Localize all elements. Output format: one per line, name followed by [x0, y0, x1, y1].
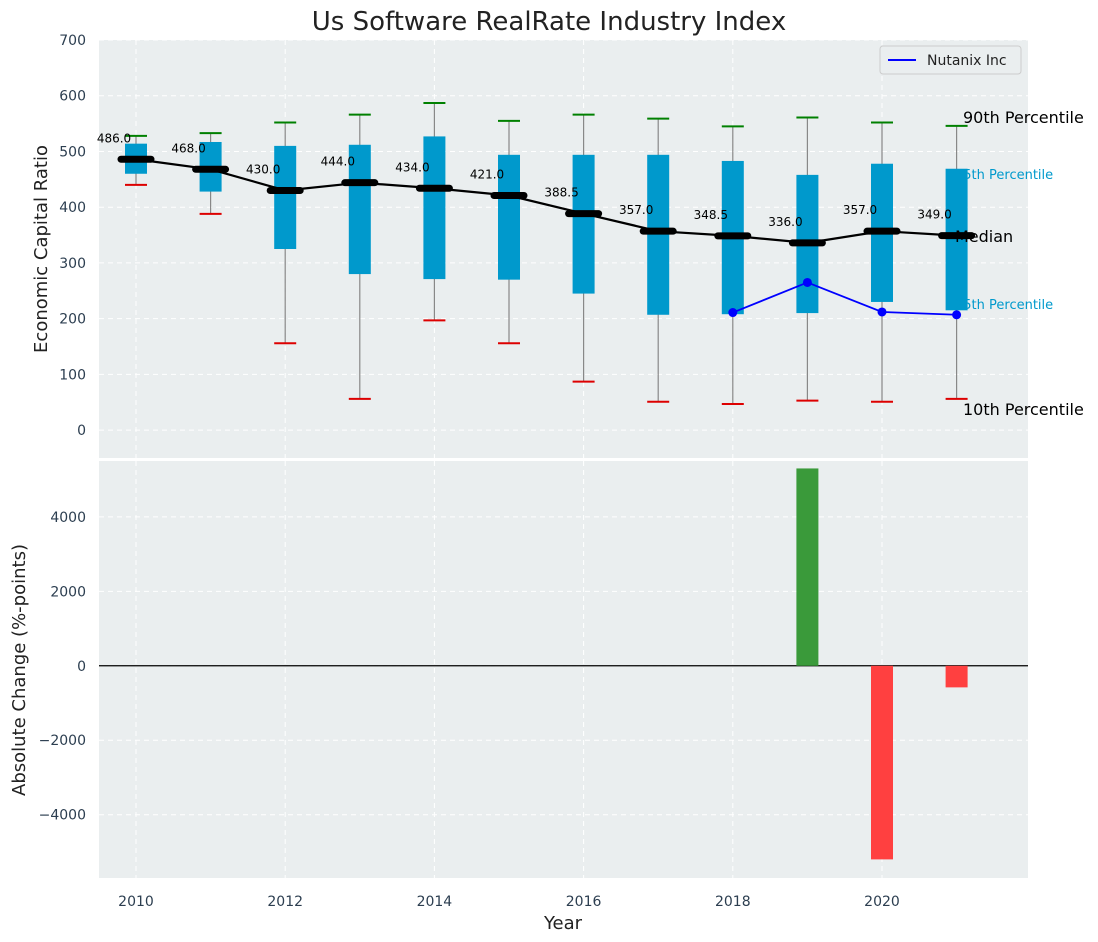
x-tick-label: 2010	[118, 894, 154, 910]
change-bar	[871, 665, 893, 860]
annotation-p25: 25th Percentile	[955, 298, 1053, 313]
nutanix-point	[877, 307, 887, 317]
iqr-box	[647, 154, 670, 315]
iqr-box	[945, 168, 968, 311]
bottom-y-tick-label: 2000	[50, 584, 86, 600]
nutanix-line	[732, 281, 957, 316]
bottom-y-tick-label: −2000	[39, 733, 86, 749]
top-y-tick-label: 0	[77, 423, 86, 439]
top-y-axis-label: Economic Capital Ratio	[31, 145, 52, 353]
top-y-tick-label: 200	[59, 312, 86, 328]
median-value-label: 348.5	[694, 208, 728, 222]
legend-label-nutanix: Nutanix Inc	[927, 53, 1007, 69]
median-value-label: 357.0	[619, 203, 653, 217]
median-value-label: 444.0	[321, 155, 355, 169]
bottom-y-tick-label: −4000	[39, 808, 86, 824]
top-y-ticks: 0 100 200 300 400 500 600 700	[59, 33, 86, 439]
top-y-tick-label: 600	[59, 89, 86, 105]
annotation-p90: 90th Percentile	[963, 108, 1084, 127]
iqr-box	[572, 154, 595, 294]
median-value-label: 486.0	[97, 131, 131, 145]
top-y-tick-label: 500	[59, 144, 86, 160]
change-bar	[945, 665, 968, 688]
x-tick-label: 2014	[417, 894, 453, 910]
iqr-box	[423, 136, 446, 280]
iqr-box	[274, 145, 297, 249]
annotation-p10: 10th Percentile	[963, 400, 1084, 419]
median-value-label: 468.0	[171, 141, 205, 155]
bottom-y-tick-label: 0	[77, 659, 86, 675]
nutanix-point	[802, 277, 812, 287]
median-value-label: 336.0	[768, 215, 802, 229]
bottom-y-tick-label: 4000	[50, 510, 86, 526]
x-tick-label: 2016	[566, 894, 602, 910]
top-boxes	[125, 101, 968, 405]
iqr-box	[348, 144, 371, 275]
median-value-label: 388.5	[544, 186, 578, 200]
annotation-p75: 75th Percentile	[955, 168, 1053, 183]
x-tick-label: 2018	[715, 894, 751, 910]
x-axis-label: Year	[543, 913, 583, 934]
median-line-group: 486.0 468.0 430.0 444.0 434.0 421.0 388.5 357.0…	[97, 131, 976, 247]
legend: Nutanix Inc	[879, 45, 1022, 75]
top-y-tick-label: 100	[59, 367, 86, 383]
median-value-label: 421.0	[470, 167, 504, 181]
nutanix-point	[952, 310, 962, 320]
x-tick-label: 2012	[267, 894, 303, 910]
annotation-median: Median	[955, 227, 1013, 246]
nutanix-series-group	[728, 277, 962, 320]
change-bar	[796, 468, 819, 666]
median-value-label: 430.0	[246, 162, 280, 176]
x-tick-label: 2020	[864, 894, 900, 910]
bottom-y-axis-label: Absolute Change (%-points)	[9, 544, 30, 796]
chart-title: Us Software RealRate Industry Index	[312, 7, 786, 37]
bottom-y-ticks: −4000 −2000 0 2000 4000	[39, 510, 86, 824]
x-ticks: 2010 2012 2014 2016 2018 2020	[118, 894, 900, 910]
median-value-label: 434.0	[395, 160, 429, 174]
nutanix-point	[728, 308, 738, 318]
top-y-tick-label: 400	[59, 200, 86, 216]
legend-box	[879, 45, 1022, 75]
top-y-tick-label: 700	[59, 33, 86, 49]
median-value-label: 357.0	[843, 203, 877, 217]
iqr-box	[498, 154, 520, 280]
bottom-bars	[796, 468, 968, 860]
median-value-label: 349.0	[917, 208, 951, 222]
top-y-tick-label: 300	[59, 256, 86, 272]
